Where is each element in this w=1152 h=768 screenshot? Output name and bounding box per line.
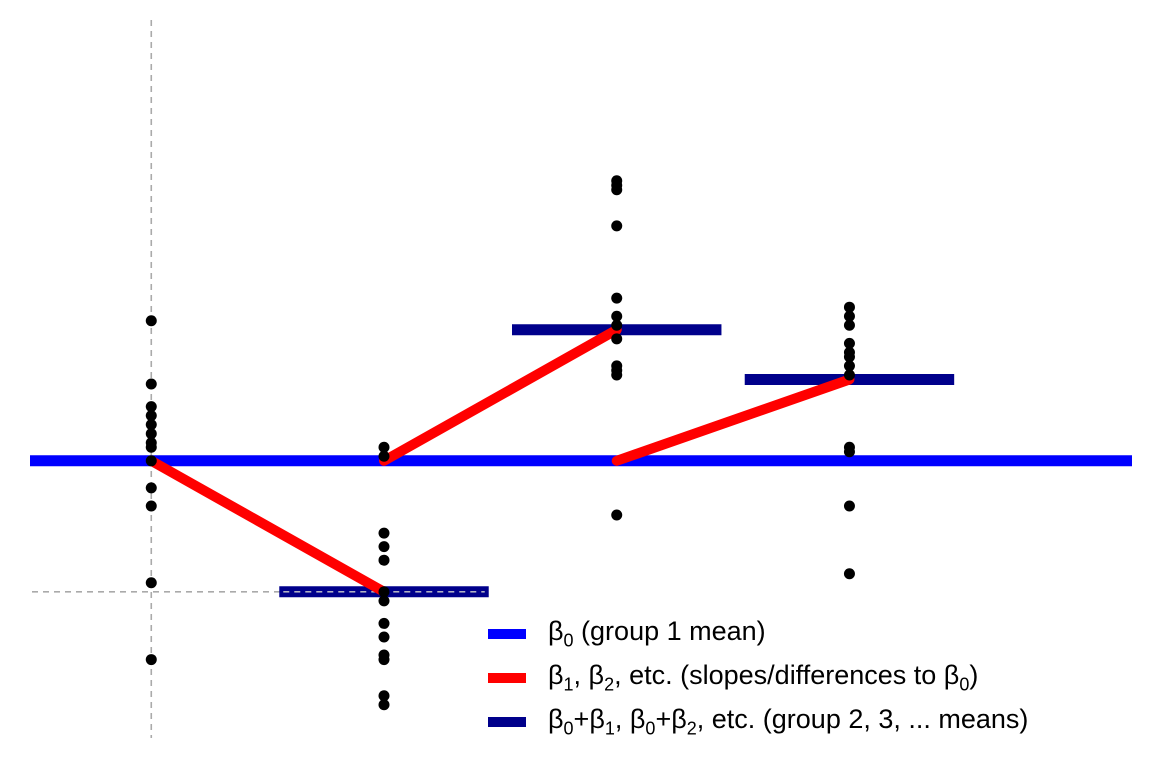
legend-item-beta0: β0 (group 1 mean) bbox=[488, 612, 1028, 656]
data-point-group2-11 bbox=[378, 654, 390, 666]
data-point-group3-4 bbox=[611, 220, 623, 232]
data-point-group1-3 bbox=[145, 401, 157, 413]
data-point-group1-12 bbox=[145, 577, 157, 589]
data-point-group2-1 bbox=[378, 441, 390, 453]
data-point-group4-7 bbox=[843, 360, 855, 372]
data-point-group4-3 bbox=[843, 319, 855, 331]
difference-segment-2 bbox=[379, 324, 622, 466]
data-point-group2-2 bbox=[378, 450, 390, 462]
legend-swatch bbox=[488, 629, 526, 639]
data-point-group3-11 bbox=[611, 369, 623, 381]
data-point-group1-13 bbox=[145, 654, 157, 666]
data-point-group4-4 bbox=[843, 337, 855, 349]
data-point-group1-4 bbox=[145, 410, 157, 422]
data-point-group1-2 bbox=[145, 378, 157, 390]
legend-item-group_means: β0+β1, β0+β2, etc. (group 2, 3, ... mean… bbox=[488, 700, 1028, 744]
data-point-group1-5 bbox=[145, 419, 157, 431]
data-point-group3-3 bbox=[611, 184, 623, 196]
data-point-group3-6 bbox=[611, 310, 623, 322]
legend-label: β0 (group 1 mean) bbox=[548, 616, 766, 651]
data-point-group2-7 bbox=[378, 595, 390, 607]
data-point-group1-11 bbox=[145, 500, 157, 512]
legend-swatch bbox=[488, 673, 526, 683]
data-point-group4-2 bbox=[843, 310, 855, 322]
data-point-group2-3 bbox=[378, 527, 390, 539]
data-point-group2-9 bbox=[378, 631, 390, 643]
data-point-group3-7 bbox=[611, 319, 623, 331]
data-point-group4-8 bbox=[843, 369, 855, 381]
data-point-group2-12 bbox=[378, 690, 390, 702]
legend-swatch bbox=[488, 717, 526, 727]
data-point-group1-9 bbox=[145, 455, 157, 467]
data-point-group1-6 bbox=[145, 428, 157, 440]
difference-segment-1 bbox=[146, 455, 389, 597]
data-point-group1-8 bbox=[145, 441, 157, 453]
data-point-group4-10 bbox=[843, 446, 855, 458]
legend-label: β1, β2, etc. (slopes/differences to β0) bbox=[548, 660, 979, 695]
data-point-group2-13 bbox=[378, 699, 390, 711]
legend-label: β0+β1, β0+β2, etc. (group 2, 3, ... mean… bbox=[548, 704, 1029, 739]
data-point-group1-10 bbox=[145, 482, 157, 494]
data-point-group4-11 bbox=[843, 500, 855, 512]
data-point-group3-5 bbox=[611, 292, 623, 304]
data-point-group3-8 bbox=[611, 333, 623, 345]
legend: β0 (group 1 mean) β1, β2, etc. (slopes/di… bbox=[488, 612, 1028, 744]
difference-segment-3 bbox=[611, 374, 855, 466]
data-point-group2-6 bbox=[378, 586, 390, 598]
data-point-group4-1 bbox=[843, 301, 855, 313]
legend-item-beta_slopes: β1, β2, etc. (slopes/differences to β0) bbox=[488, 656, 1028, 700]
data-point-group2-8 bbox=[378, 617, 390, 629]
data-point-group2-5 bbox=[378, 554, 390, 566]
data-point-group4-6 bbox=[843, 351, 855, 363]
data-point-group4-12 bbox=[843, 568, 855, 580]
data-point-group1-1 bbox=[145, 315, 157, 327]
data-point-group2-4 bbox=[378, 541, 390, 553]
data-point-group3-12 bbox=[611, 509, 623, 521]
